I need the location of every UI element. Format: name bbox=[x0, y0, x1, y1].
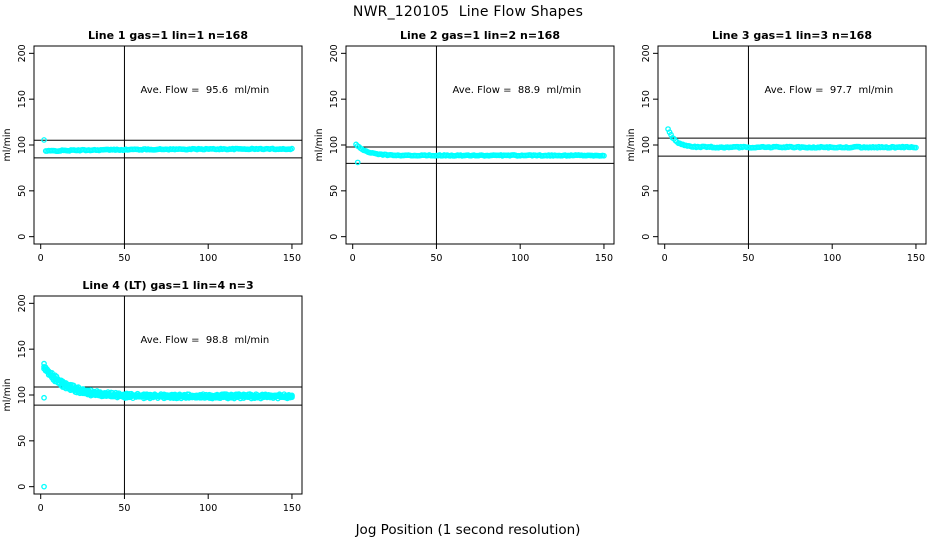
svg-text:50: 50 bbox=[118, 253, 130, 264]
plot-svg: 0 50 100 150 0 50 100 150 200 ml/min Line 3 gas=1 … bbox=[626, 29, 927, 264]
svg-text:ml/min: ml/min bbox=[2, 128, 13, 161]
svg-text:100: 100 bbox=[823, 253, 841, 264]
svg-text:Ave. Flow = 88.9 ml/min: Ave. Flow = 88.9 ml/min bbox=[452, 85, 581, 96]
subplot-line-3: 0 50 100 150 0 50 100 150 200 ml/min Line 3 gas=1 … bbox=[624, 28, 936, 278]
svg-text:50: 50 bbox=[17, 435, 28, 447]
svg-text:100: 100 bbox=[199, 253, 217, 264]
svg-text:50: 50 bbox=[641, 185, 652, 197]
svg-text:0: 0 bbox=[38, 503, 44, 514]
svg-text:50: 50 bbox=[742, 253, 754, 264]
svg-text:Ave. Flow = 95.6 ml/min: Ave. Flow = 95.6 ml/min bbox=[140, 85, 269, 96]
svg-text:200: 200 bbox=[641, 44, 652, 62]
svg-text:ml/min: ml/min bbox=[626, 128, 637, 161]
svg-text:100: 100 bbox=[641, 136, 652, 154]
svg-text:Line 4 (LT) gas=1 lin=4 n=3: Line 4 (LT) gas=1 lin=4 n=3 bbox=[82, 279, 253, 292]
empty-cell bbox=[312, 278, 624, 528]
svg-text:50: 50 bbox=[118, 503, 130, 514]
svg-text:0: 0 bbox=[329, 234, 340, 240]
svg-text:150: 150 bbox=[17, 90, 28, 108]
svg-text:50: 50 bbox=[329, 185, 340, 197]
svg-text:100: 100 bbox=[17, 136, 28, 154]
svg-text:ml/min: ml/min bbox=[314, 128, 325, 161]
empty-cell bbox=[624, 278, 936, 528]
svg-text:Ave. Flow = 98.8 ml/min: Ave. Flow = 98.8 ml/min bbox=[140, 335, 269, 346]
svg-text:0: 0 bbox=[38, 253, 44, 264]
svg-text:100: 100 bbox=[17, 386, 28, 404]
plot-svg: 0 50 100 150 0 50 100 150 200 ml/min Line 1 gas=1 … bbox=[2, 29, 303, 264]
svg-text:150: 150 bbox=[907, 253, 925, 264]
svg-text:200: 200 bbox=[17, 44, 28, 62]
svg-text:150: 150 bbox=[641, 90, 652, 108]
figure-xlabel: Jog Position (1 second resolution) bbox=[355, 522, 581, 538]
svg-text:200: 200 bbox=[17, 294, 28, 312]
svg-text:100: 100 bbox=[199, 503, 217, 514]
svg-text:50: 50 bbox=[430, 253, 442, 264]
plot-svg: 0 50 100 150 0 50 100 150 200 ml/min Line 4 (LT) g… bbox=[2, 279, 303, 514]
figure-title: NWR_120105 Line Flow Shapes bbox=[352, 4, 584, 20]
svg-text:0: 0 bbox=[350, 253, 356, 264]
svg-text:150: 150 bbox=[283, 253, 301, 264]
plot-svg: 0 50 100 150 0 50 100 150 200 ml/min Line 2 gas=1 … bbox=[314, 29, 615, 264]
svg-text:50: 50 bbox=[17, 185, 28, 197]
svg-text:150: 150 bbox=[283, 503, 301, 514]
svg-text:Ave. Flow = 97.7 ml/min: Ave. Flow = 97.7 ml/min bbox=[764, 85, 893, 96]
svg-text:0: 0 bbox=[17, 234, 28, 240]
subplot-line-4: 0 50 100 150 0 50 100 150 200 ml/min Line 4 (LT) g… bbox=[0, 278, 312, 528]
svg-text:0: 0 bbox=[641, 234, 652, 240]
svg-text:Line 1 gas=1 lin=1 n=168: Line 1 gas=1 lin=1 n=168 bbox=[88, 29, 248, 42]
svg-text:Line 3 gas=1 lin=3 n=168: Line 3 gas=1 lin=3 n=168 bbox=[712, 29, 872, 42]
svg-text:Line 2 gas=1 lin=2 n=168: Line 2 gas=1 lin=2 n=168 bbox=[400, 29, 560, 42]
svg-text:0: 0 bbox=[662, 253, 668, 264]
svg-text:150: 150 bbox=[595, 253, 613, 264]
svg-text:100: 100 bbox=[511, 253, 529, 264]
subplot-line-2: 0 50 100 150 0 50 100 150 200 ml/min Line 2 gas=1 … bbox=[312, 28, 624, 278]
svg-text:150: 150 bbox=[329, 90, 340, 108]
svg-text:ml/min: ml/min bbox=[2, 378, 13, 411]
svg-text:100: 100 bbox=[329, 136, 340, 154]
svg-text:0: 0 bbox=[17, 484, 28, 490]
subplot-line-1: 0 50 100 150 0 50 100 150 200 ml/min Line 1 gas=1 … bbox=[0, 28, 312, 278]
plots-grid: 0 50 100 150 0 50 100 150 200 ml/min Line 1 gas=1 … bbox=[0, 28, 936, 528]
svg-text:200: 200 bbox=[329, 44, 340, 62]
svg-text:150: 150 bbox=[17, 340, 28, 358]
